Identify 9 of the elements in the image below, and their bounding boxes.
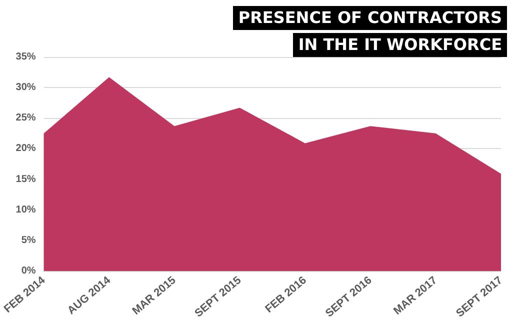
y-tick-label: 0% — [21, 266, 36, 276]
y-tick-label: 25% — [16, 112, 36, 124]
y-tick-label: 15% — [16, 174, 36, 185]
y-tick-label: 20% — [16, 143, 36, 154]
y-tick-label: 35% — [16, 52, 36, 62]
y-tick-label: 10% — [16, 204, 36, 216]
chart-title: PRESENCE OF CONTRACTORS IN THE IT WORKFORCE — [237, 7, 503, 56]
y-tick-label: 5% — [21, 234, 36, 246]
y-tick-label: 30% — [16, 82, 36, 94]
